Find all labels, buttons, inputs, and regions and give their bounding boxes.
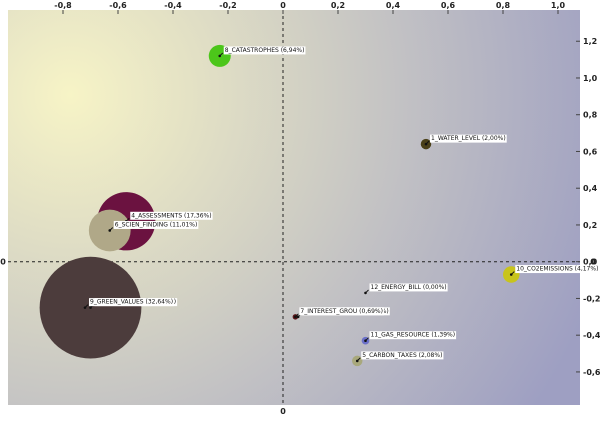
y-tick-label: -0,6 <box>583 368 600 377</box>
point-label: 4_ASSESSMENTS (17,36%) <box>131 212 211 219</box>
point-label: 11_GAS_RESOURCE (1,39%) <box>371 332 456 339</box>
point-marker <box>89 306 92 309</box>
point-label-background <box>223 46 306 55</box>
point-marker <box>364 339 367 342</box>
point-label-group: 5_CARBON_TAXES (2,08%) <box>355 351 444 363</box>
y-tick-label: 0,8 <box>583 111 598 120</box>
y-tick-label: -0,4 <box>583 331 600 340</box>
point-label: 9_GREEN_VALUES (32,64%) <box>90 299 173 306</box>
y-tick-label: 0,6 <box>583 147 598 156</box>
x-tick-label: -0,8 <box>54 1 72 10</box>
point-marker <box>364 291 367 295</box>
point-label-background <box>130 211 213 220</box>
point-label-background <box>89 298 175 307</box>
x-tick-label: 0,8 <box>496 1 511 10</box>
x-tick-label: 1,0 <box>551 1 566 10</box>
origin-label-bottom: 0 <box>280 407 286 416</box>
point-marker <box>424 142 428 146</box>
point-marker <box>108 229 112 232</box>
point-label-group: 12_ENERGY_BILL (0,00%) <box>364 283 448 295</box>
point-label-background <box>369 331 457 340</box>
origin-label-left: 0 <box>0 258 6 267</box>
point-label-background <box>299 307 384 316</box>
point-marker <box>83 306 87 309</box>
point-marker <box>296 315 300 319</box>
point-label-background <box>515 265 600 274</box>
point-label: 1_WATER_LEVEL (2,00%) <box>431 135 506 142</box>
y-tick-label: 0,0 <box>583 258 598 267</box>
point-marker <box>355 359 359 363</box>
y-tick-label: 0,4 <box>583 184 598 193</box>
point-label: 5_CARBON_TAXES (2,08%) <box>362 352 442 359</box>
y-tick-label: 0,2 <box>583 221 597 230</box>
x-tick-label: 0,4 <box>386 1 401 10</box>
x-tick-label: -0,2 <box>219 1 237 10</box>
point-label-group: 1_WATER_LEVEL (2,00%) <box>424 134 507 146</box>
y-tick-label: 1,0 <box>583 74 598 83</box>
point-label-group: 9_GREEN_VALUES (32,64%) <box>83 298 175 309</box>
point-label: 6_SCIEN_FINDING (11,01%) <box>115 221 198 228</box>
point-marker <box>509 273 513 276</box>
point-label-group: 7_INTEREST_GROU (0,69%) <box>294 307 384 319</box>
point-marker <box>218 54 222 58</box>
point-label: 12_ENERGY_BILL (0,00%) <box>371 284 447 291</box>
point-label-group: 11_GAS_RESOURCE (1,39%) <box>364 331 457 342</box>
point-label-group: 8_CATASTROPHES (6,94%) <box>218 46 306 58</box>
x-tick-label: 0 <box>280 1 286 10</box>
point-label: 7_INTEREST_GROU (0,69%) <box>300 308 383 315</box>
point-marker <box>294 315 297 319</box>
y-tick-label: 1,2 <box>583 37 597 46</box>
point-label-background <box>361 351 444 360</box>
point-label-background <box>430 134 507 143</box>
point-label-background <box>113 220 199 229</box>
point-label: 8_CATASTROPHES (6,94%) <box>225 47 305 54</box>
y-tick-label: -0,2 <box>583 294 600 303</box>
label-layer: 8_CATASTROPHES (6,94%) 1_WATER_LEVEL (2,0… <box>83 46 600 363</box>
point-label: 10_CO2EMISSIONS (4,17%) <box>516 266 598 273</box>
x-tick-label: 0,2 <box>331 1 345 10</box>
point-label-group: 6_SCIEN_FINDING (11,01%) <box>108 220 199 232</box>
point-label-background <box>369 283 448 292</box>
origin-label-right: 0 <box>590 258 596 267</box>
point-label-group: 10_CO2EMISSIONS (4,17%) <box>509 265 600 276</box>
x-tick-label: -0,6 <box>109 1 127 10</box>
axes-layer <box>8 10 580 405</box>
x-tick-label: -0,4 <box>164 1 182 10</box>
x-tick-label: 0,6 <box>441 1 456 10</box>
